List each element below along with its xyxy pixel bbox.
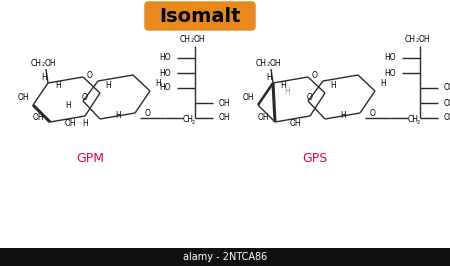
- Text: OH: OH: [444, 98, 450, 107]
- Text: H: H: [65, 102, 71, 110]
- Text: H: H: [340, 111, 346, 120]
- Text: 2: 2: [416, 39, 419, 44]
- Text: HO: HO: [159, 69, 171, 77]
- Text: OH: OH: [257, 113, 269, 122]
- Text: HO: HO: [159, 53, 171, 63]
- Text: OH: OH: [444, 114, 450, 123]
- Text: OH: OH: [45, 59, 57, 68]
- Text: OH: OH: [64, 119, 76, 128]
- Text: GPM: GPM: [76, 152, 104, 164]
- Text: H: H: [82, 119, 88, 128]
- Text: CH: CH: [405, 35, 416, 44]
- Text: O: O: [312, 70, 318, 80]
- Text: 2: 2: [267, 63, 270, 68]
- Text: OH: OH: [419, 35, 431, 44]
- Text: CH: CH: [183, 115, 194, 124]
- Text: H: H: [41, 73, 47, 81]
- Text: O: O: [370, 110, 376, 118]
- Text: 2: 2: [191, 39, 194, 44]
- Text: CH: CH: [408, 115, 419, 124]
- Text: HO: HO: [159, 84, 171, 93]
- Text: OH: OH: [444, 84, 450, 93]
- Text: OH: OH: [32, 113, 44, 122]
- Text: O: O: [87, 70, 93, 80]
- Text: H: H: [284, 88, 290, 97]
- Text: H: H: [380, 78, 386, 88]
- Text: OH: OH: [194, 35, 206, 44]
- Text: H: H: [105, 81, 111, 89]
- Text: O: O: [307, 93, 313, 102]
- Text: O: O: [145, 110, 151, 118]
- FancyBboxPatch shape: [145, 2, 255, 30]
- Text: HO: HO: [384, 53, 396, 63]
- Text: OH: OH: [219, 114, 230, 123]
- Text: H: H: [155, 78, 161, 88]
- Text: CH: CH: [31, 59, 42, 68]
- Text: H: H: [55, 81, 61, 90]
- Text: HO: HO: [384, 69, 396, 77]
- Text: OH: OH: [219, 98, 230, 107]
- Text: GPS: GPS: [302, 152, 328, 164]
- Text: H: H: [266, 73, 272, 81]
- Text: OH: OH: [242, 93, 254, 102]
- Text: O: O: [82, 93, 88, 102]
- Text: CH: CH: [180, 35, 191, 44]
- Text: alamy - 2NTCA86: alamy - 2NTCA86: [183, 252, 267, 262]
- Text: H: H: [115, 111, 121, 120]
- Text: 2: 2: [417, 119, 420, 124]
- Text: OH: OH: [270, 59, 282, 68]
- Text: OH: OH: [289, 119, 301, 128]
- Text: H: H: [280, 81, 286, 90]
- Text: 2: 2: [42, 63, 45, 68]
- Text: H: H: [330, 81, 336, 89]
- Text: Isomalt: Isomalt: [159, 6, 241, 26]
- Bar: [0, 248, 450, 266]
- Text: 2: 2: [192, 119, 195, 124]
- Text: CH: CH: [256, 59, 267, 68]
- Text: OH: OH: [17, 93, 29, 102]
